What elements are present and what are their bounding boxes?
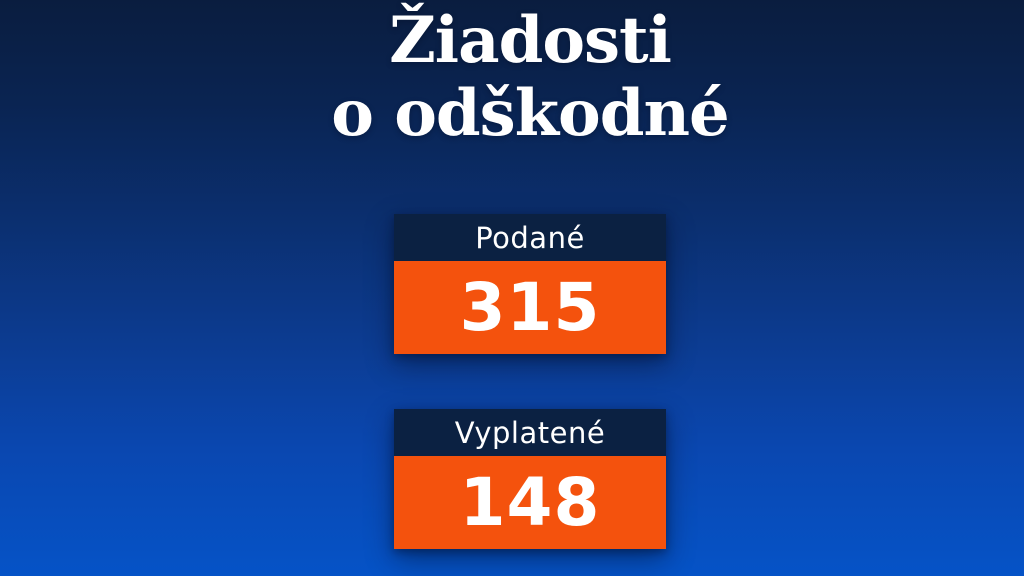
stat-card-paid-value: 148 [394,456,666,549]
stat-card-paid: Vyplatené 148 [394,409,666,549]
stat-card-paid-label: Vyplatené [394,409,666,456]
stat-card-submitted: Podané 315 [394,214,666,354]
title-line-2: o odškodné [331,76,729,151]
title-line-1: Žiadosti [389,3,672,78]
stat-card-submitted-label: Podané [394,214,666,261]
page-title: Žiadosti o odškodné [331,3,729,151]
stat-card-submitted-value: 315 [394,261,666,354]
